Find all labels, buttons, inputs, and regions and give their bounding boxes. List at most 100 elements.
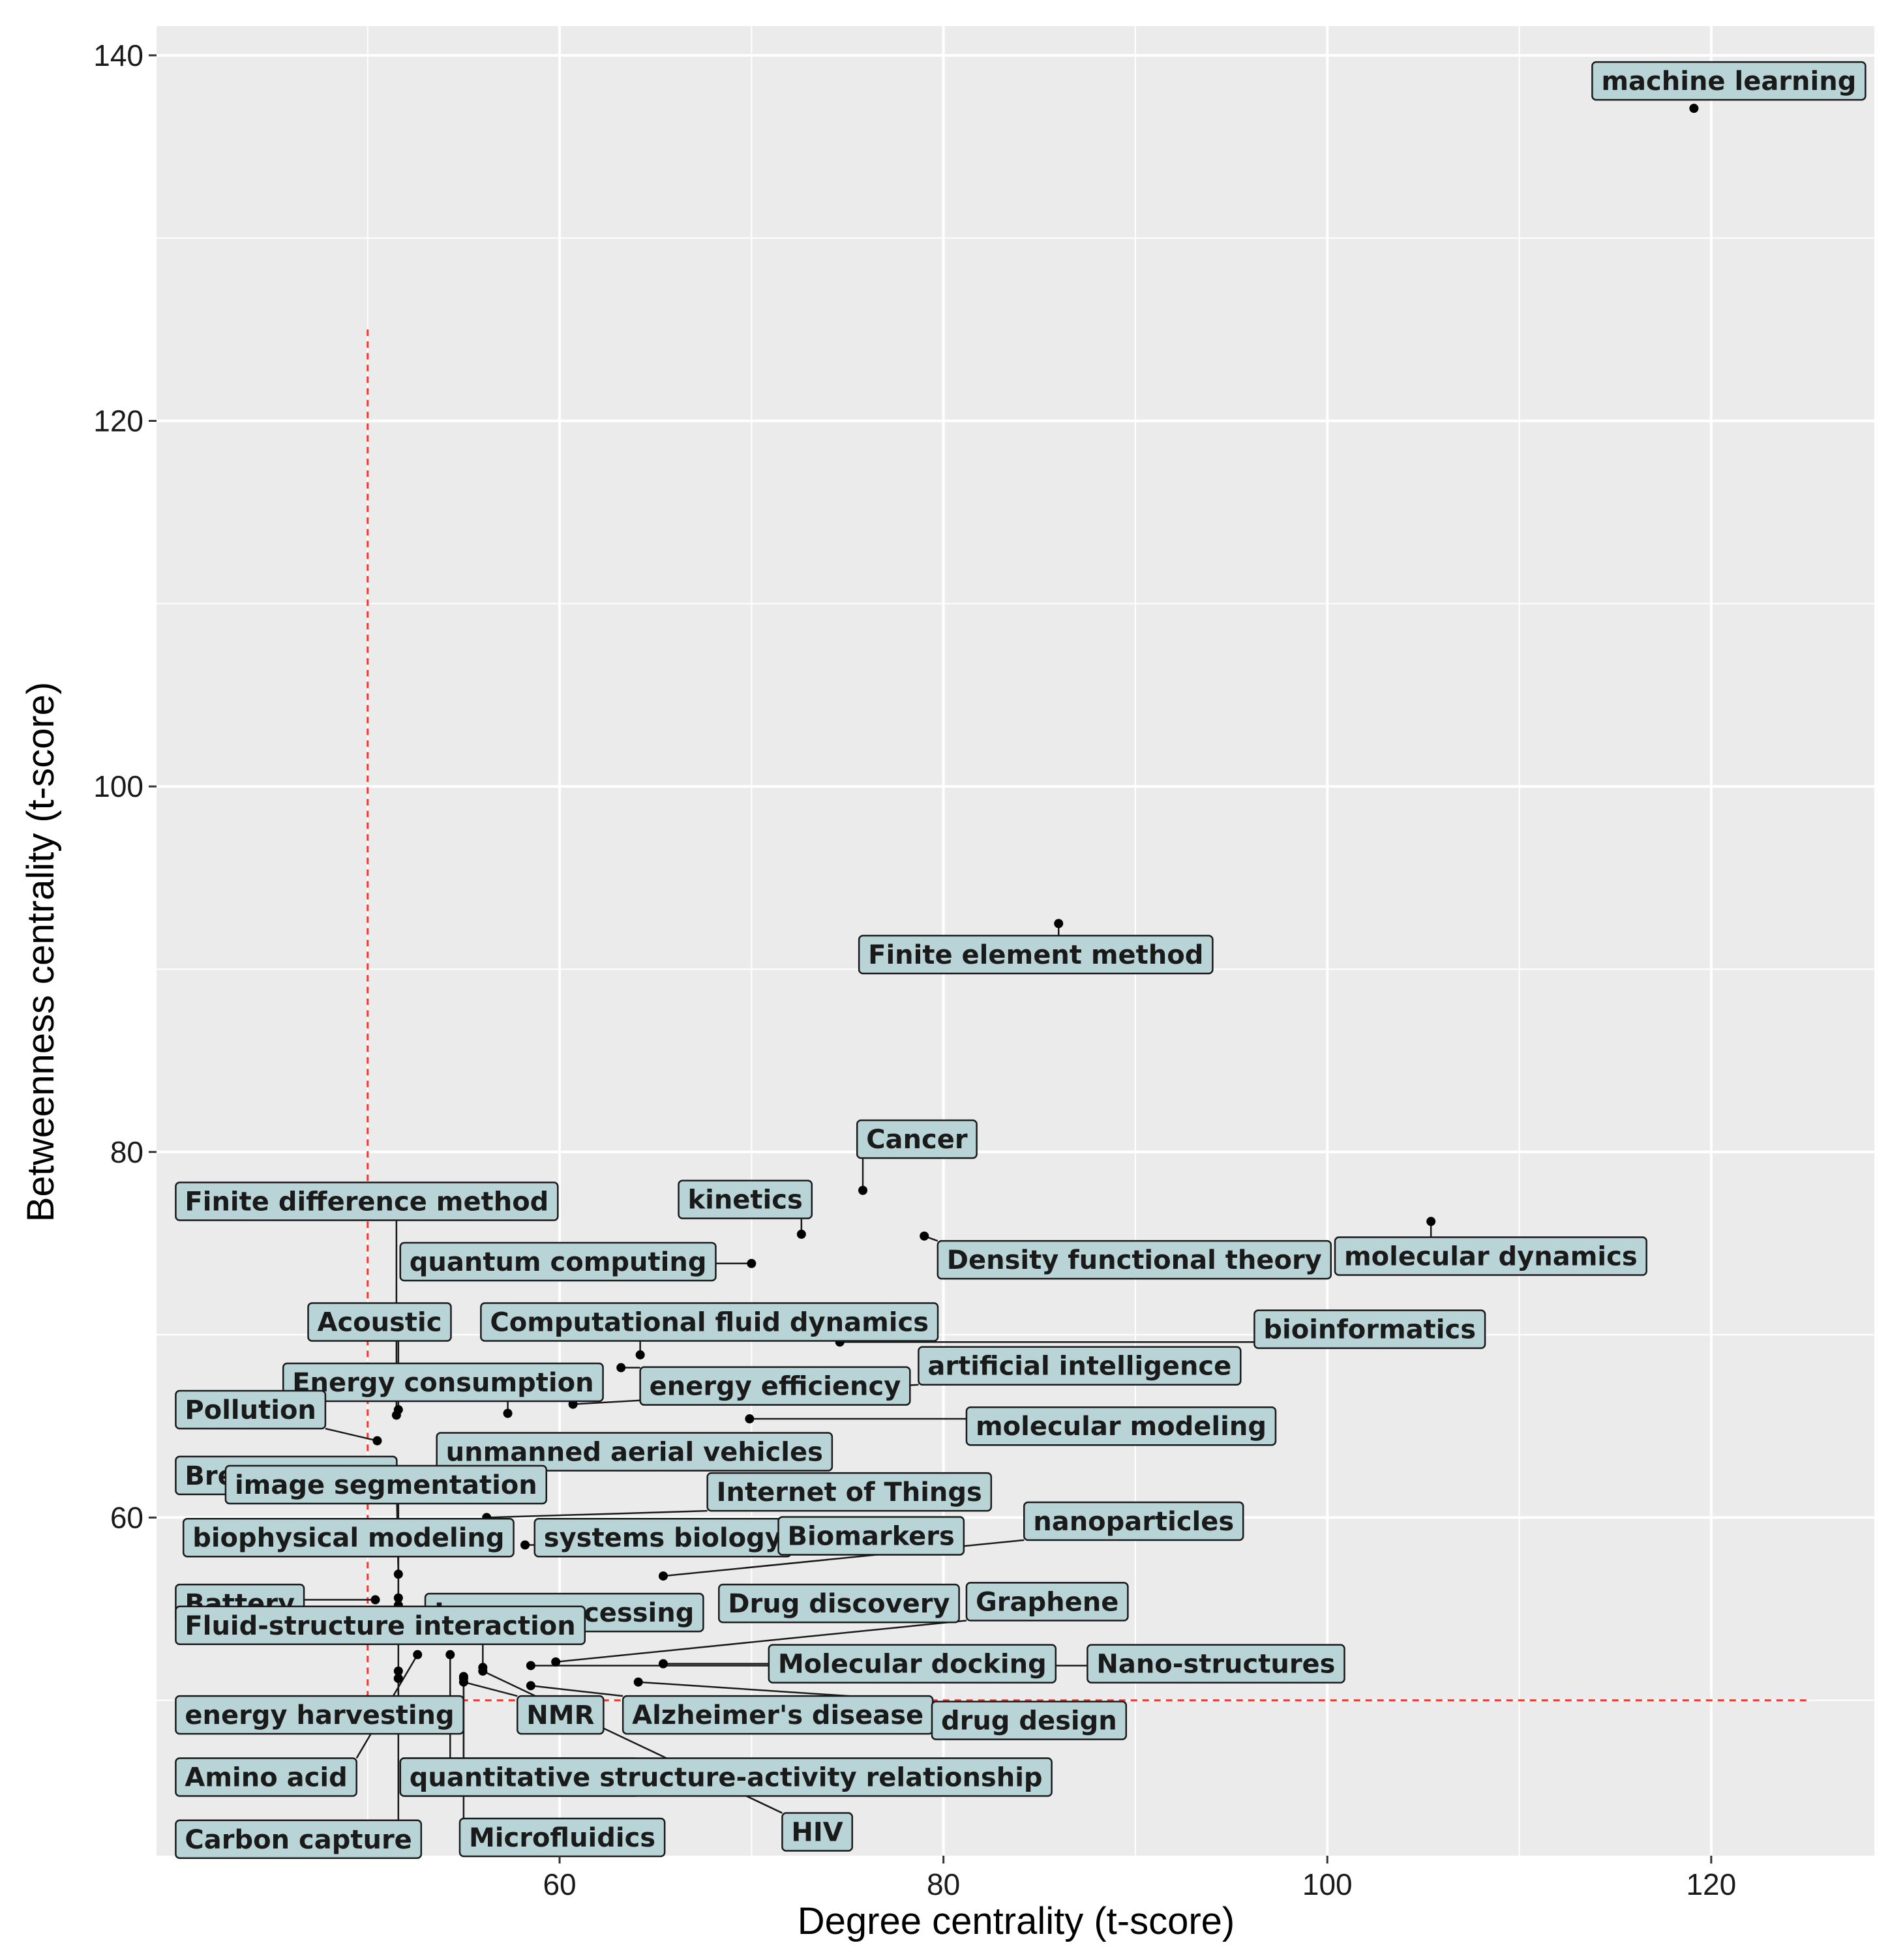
point-label-box [1023,1501,1244,1541]
point-label-text: energy harvesting [185,1700,454,1730]
point-label-text: HIV [791,1818,843,1848]
point-label-box [224,1464,548,1505]
point-label: Finite difference method [175,1181,559,1221]
data-point [503,1408,513,1418]
data-point [551,1657,561,1667]
data-point [745,1414,755,1424]
point-label-box [1087,1644,1345,1684]
point-label-box [282,1362,604,1403]
label-connector [530,1685,623,1697]
label-connector [556,1620,967,1663]
x-axis-title: Degree centrality (t-score) [798,1900,1235,1942]
point-label: biophysical modeling [182,1517,515,1558]
point-label: Cancer [856,1119,978,1159]
point-label-text: machine learning [1601,67,1856,97]
point-label: Acoustic [307,1302,452,1342]
data-point [393,1593,403,1603]
point-label: machine learning [1591,61,1867,101]
data-point [616,1363,626,1373]
point-label-box [781,1812,854,1852]
point-label: Computational fluid dynamics [480,1302,939,1342]
point-label-text: Graphene [976,1587,1118,1617]
data-point [796,1229,806,1239]
point-label-box [182,1517,515,1558]
point-label-box [175,1757,357,1797]
point-label: Graphene [965,1582,1129,1622]
data-point [633,1677,643,1687]
data-point [370,1595,380,1605]
point-label-box [458,1817,666,1858]
point-label-box [718,1583,960,1624]
point-label-text: Microfluidics [469,1823,655,1853]
data-point [1054,919,1064,928]
y-tick-label: 120 [93,404,143,438]
data-point [478,1666,488,1676]
point-label-box [706,1472,993,1512]
data-point [393,1674,403,1684]
point-label: Biomarkers [777,1516,965,1556]
point-label-box [931,1700,1128,1740]
point-label: quantum computing [399,1241,717,1282]
data-point [372,1436,382,1446]
point-label-text: bioinformatics [1263,1315,1476,1345]
point-label-text: Finite element method [868,940,1203,970]
point-label-box [436,1432,833,1472]
point-label-box [175,1605,586,1646]
point-label-text: Internet of Things [717,1477,982,1507]
point-label: quantitative structure-activity relation… [399,1757,1053,1797]
data-point [858,1185,868,1195]
point-label-text: Molecular docking [778,1650,1047,1680]
point-label-text: Pollution [185,1395,316,1425]
point-label: Internet of Things [706,1472,993,1512]
point-label-box [399,1757,1053,1797]
point-label: Amino acid [175,1757,357,1797]
point-label-box [307,1302,452,1342]
data-point [520,1540,530,1550]
data-point [658,1659,668,1669]
point-label: NMR [517,1695,605,1735]
data-point [393,1405,403,1415]
point-label-text: Carbon capture [185,1825,412,1855]
point-label-box [858,934,1214,975]
point-label: kinetics [678,1180,813,1219]
point-label-box [1334,1236,1647,1276]
point-label-box [639,1366,911,1406]
point-label-text: biophysical modeling [192,1523,504,1553]
point-label: Pollution [175,1389,327,1430]
point-label-text: Nano-structures [1096,1650,1335,1680]
point-label-box [965,1582,1129,1622]
point-label-box [777,1516,965,1556]
point-label-text: unmanned aerial vehicles [446,1437,823,1467]
point-label-text: Fluid-structure interaction [185,1611,575,1641]
label-connector [325,1427,378,1442]
point-label-text: quantum computing [410,1247,707,1277]
point-label-box [480,1302,939,1342]
point-label-text: Energy consumption [292,1368,593,1398]
data-point [1689,104,1699,113]
point-label-text: Amino acid [185,1762,347,1792]
y-tick-label: 80 [110,1135,143,1169]
point-label: drug design [931,1700,1128,1740]
data-point [920,1231,929,1241]
point-label-box [517,1695,605,1735]
point-label-box [1591,61,1867,101]
point-label-text: quantitative structure-activity relation… [410,1762,1043,1792]
point-label-text: drug design [941,1706,1117,1736]
point-label-text: molecular modeling [976,1412,1267,1442]
point-label-text: Finite difference method [185,1187,548,1217]
label-connector [487,1509,708,1519]
data-point [658,1571,668,1581]
point-label-box [175,1819,423,1860]
point-label: Density functional theory [937,1240,1332,1280]
x-tick-label: 60 [543,1867,576,1901]
point-label-text: Density functional theory [947,1245,1322,1275]
data-point [413,1650,423,1659]
point-label: Alzheimer's disease [622,1695,934,1735]
data-point [747,1258,757,1268]
point-label: unmanned aerial vehicles [436,1432,833,1472]
point-label-box [678,1180,813,1219]
point-label-box [856,1119,978,1159]
x-tick-label: 100 [1302,1867,1353,1901]
point-label: bioinformatics [1253,1309,1486,1349]
